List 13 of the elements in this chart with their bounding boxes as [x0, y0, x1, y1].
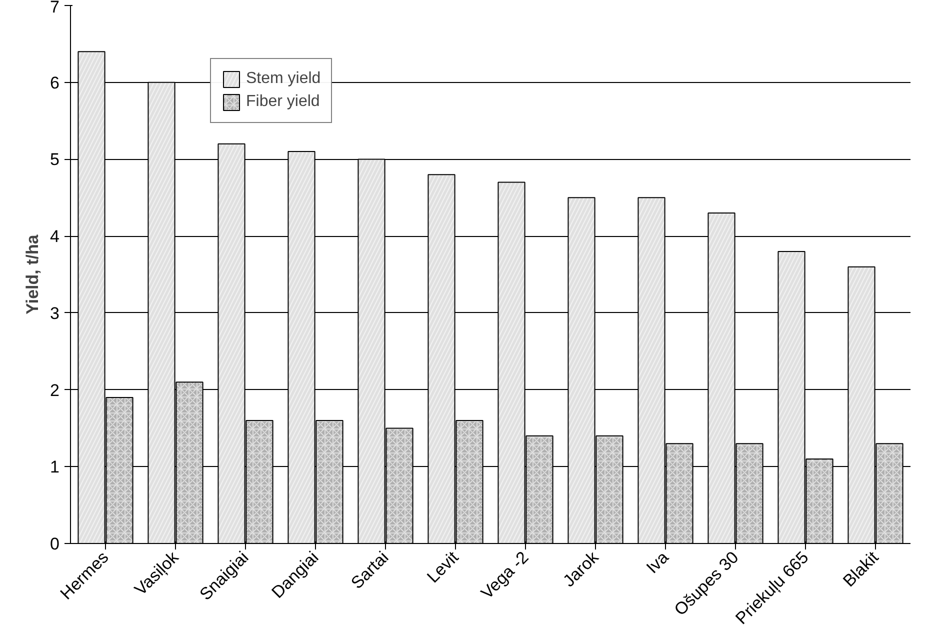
y-tick-label: 5	[50, 150, 60, 170]
legend-label: Stem yield	[246, 70, 321, 88]
y-tick-label: 3	[50, 304, 60, 323]
y-tick-label: 2	[50, 380, 60, 400]
y-tick-label: 1	[50, 458, 60, 477]
y-axis-title: Yield, t/ha	[23, 234, 42, 314]
y-tick-label: 7	[50, 0, 60, 16]
y-tick-label: 6	[50, 73, 60, 92]
x-tick-label: Vega -2	[477, 548, 532, 603]
y-tick-label: 4	[50, 227, 60, 246]
x-tick-label: Iva	[642, 547, 673, 578]
y-tick-label: 0	[50, 534, 60, 554]
legend-label: Fiber yield	[246, 93, 320, 111]
